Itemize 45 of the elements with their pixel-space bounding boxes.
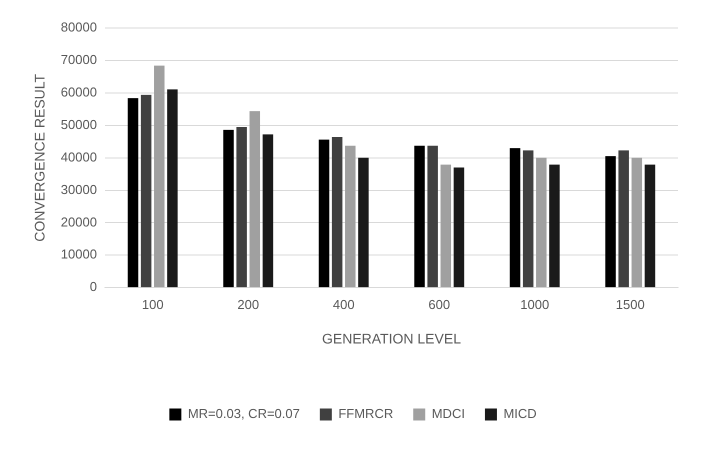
bar [549, 164, 560, 288]
bar [414, 146, 425, 288]
bar [644, 164, 656, 288]
bar [223, 130, 234, 288]
legend-label: MDCI [432, 406, 465, 422]
bar [427, 146, 438, 288]
bar [358, 158, 369, 288]
bar [250, 111, 260, 288]
bar [140, 94, 152, 288]
bar [345, 146, 356, 288]
y-tick-label: 10000 [60, 246, 97, 262]
x-tick-label: 600 [428, 296, 450, 312]
y-tick-label: 0 [90, 279, 97, 294]
y-tick-label: 70000 [60, 52, 97, 68]
bar [154, 66, 165, 288]
y-axis-title: CONVERGENCE RESULT [31, 73, 48, 242]
bar [167, 89, 178, 288]
legend-label: FFMRCR [338, 406, 394, 422]
bar [332, 137, 342, 288]
y-tick-label: 80000 [60, 20, 97, 35]
legend-label: MR=0.03, CR=0.07 [188, 406, 300, 422]
bar [605, 156, 616, 288]
bar [236, 126, 247, 288]
x-tick-label: 400 [332, 296, 355, 312]
y-tick-label: 40000 [60, 149, 97, 164]
bar [522, 150, 534, 288]
legend-label: MICD [503, 406, 537, 422]
y-tick-label: 30000 [60, 182, 97, 197]
x-tick-label: 200 [237, 296, 260, 312]
bar [440, 164, 452, 288]
bar [632, 158, 642, 288]
bar [618, 150, 629, 288]
bar [510, 148, 520, 288]
x-tick-label: 100 [142, 296, 164, 312]
bar [128, 98, 138, 288]
y-tick-label: 20000 [60, 214, 97, 230]
bar [536, 158, 547, 288]
y-tick-label: 60000 [60, 84, 97, 100]
bar [454, 168, 464, 288]
y-tick-label: 50000 [60, 116, 97, 132]
x-axis-title: GENERATION LEVEL [322, 330, 462, 346]
x-tick-label: 1500 [616, 296, 645, 312]
bar [318, 140, 330, 288]
bar [262, 134, 274, 288]
x-tick-label: 1000 [520, 296, 550, 312]
